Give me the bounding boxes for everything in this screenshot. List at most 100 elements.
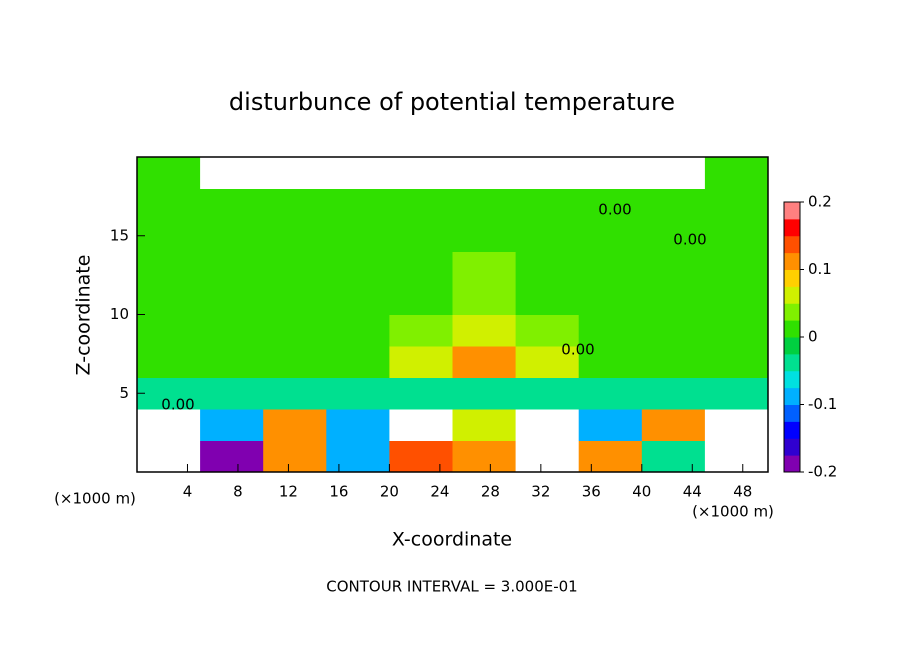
cell bbox=[200, 346, 264, 378]
x-tick-label: 36 bbox=[582, 483, 601, 501]
cell bbox=[515, 157, 580, 189]
cell bbox=[137, 440, 201, 473]
cell bbox=[704, 251, 769, 284]
x-tick-label: 20 bbox=[380, 483, 399, 501]
cell bbox=[704, 188, 769, 221]
cell bbox=[515, 283, 580, 315]
cell bbox=[389, 188, 453, 221]
cell bbox=[200, 188, 264, 221]
cell bbox=[704, 220, 769, 252]
cell bbox=[641, 157, 706, 189]
cell bbox=[200, 220, 264, 252]
contour-label: 0.00 bbox=[561, 341, 594, 359]
cell bbox=[137, 346, 201, 378]
cell bbox=[578, 283, 643, 315]
cell bbox=[263, 409, 327, 441]
cell bbox=[704, 409, 769, 441]
cell bbox=[389, 220, 453, 252]
cell bbox=[515, 377, 580, 410]
cell bbox=[137, 220, 201, 252]
cell bbox=[578, 314, 643, 347]
cell bbox=[452, 188, 517, 221]
colorbar-tick-label: 0 bbox=[808, 328, 818, 346]
cell bbox=[389, 377, 453, 410]
cell bbox=[263, 188, 327, 221]
x-axis-label: X-coordinate bbox=[392, 529, 512, 551]
cell bbox=[578, 157, 643, 189]
x-unit: (×1000 m) bbox=[54, 490, 136, 508]
cell bbox=[200, 251, 264, 284]
cell bbox=[200, 440, 264, 473]
contour-label: 0.00 bbox=[598, 201, 631, 219]
cell bbox=[137, 409, 201, 441]
x-tick-label: 12 bbox=[279, 483, 298, 501]
cell bbox=[137, 157, 201, 189]
colorbar-swatch bbox=[784, 337, 800, 355]
cell bbox=[578, 251, 643, 284]
colorbar-swatch bbox=[784, 387, 800, 405]
colorbar-swatch bbox=[784, 438, 800, 456]
x-tick-label: 44 bbox=[683, 483, 702, 501]
x-tick-label: 32 bbox=[531, 483, 550, 501]
cell bbox=[452, 409, 517, 441]
cell bbox=[200, 157, 264, 189]
cell bbox=[326, 314, 390, 347]
cell bbox=[578, 440, 643, 473]
cell bbox=[515, 409, 580, 441]
x-tick-label: 40 bbox=[632, 483, 651, 501]
cell bbox=[263, 440, 327, 473]
y-axis-label: Z-coordinate bbox=[73, 255, 95, 376]
cell bbox=[641, 377, 706, 410]
cell bbox=[263, 157, 327, 189]
contour-label: 0.00 bbox=[161, 396, 194, 414]
colorbar-swatch bbox=[784, 202, 800, 220]
y-tick-label: 5 bbox=[119, 384, 129, 402]
cell bbox=[200, 314, 264, 347]
colorbar-swatch bbox=[784, 404, 800, 422]
cell bbox=[641, 314, 706, 347]
cell bbox=[578, 188, 643, 221]
cell bbox=[137, 377, 201, 410]
cell bbox=[515, 220, 580, 252]
colorbar-swatch bbox=[784, 269, 800, 287]
cell bbox=[389, 157, 453, 189]
colorbar-swatch bbox=[784, 252, 800, 270]
cell bbox=[452, 377, 517, 410]
cell bbox=[326, 377, 390, 410]
colorbar-swatch bbox=[784, 303, 800, 321]
cell bbox=[704, 314, 769, 347]
cell bbox=[263, 220, 327, 252]
colorbar-tick-label: 0.2 bbox=[808, 193, 832, 211]
x-unit: (×1000 m) bbox=[692, 503, 774, 521]
colorbar-swatch bbox=[784, 421, 800, 439]
cell bbox=[641, 220, 706, 252]
contour-label: 0.00 bbox=[673, 231, 706, 249]
x-tick-label: 48 bbox=[733, 483, 752, 501]
cell bbox=[263, 251, 327, 284]
cell bbox=[389, 409, 453, 441]
cell bbox=[137, 283, 201, 315]
cell bbox=[515, 314, 580, 347]
colorbar-tick-label: -0.1 bbox=[808, 395, 837, 413]
cell bbox=[578, 220, 643, 252]
cell bbox=[641, 409, 706, 441]
cell bbox=[389, 283, 453, 315]
cell bbox=[452, 283, 517, 315]
cell bbox=[704, 440, 769, 473]
note: CONTOUR INTERVAL = 3.000E-01 bbox=[326, 578, 577, 596]
cell bbox=[578, 346, 643, 378]
colorbar-swatch bbox=[784, 286, 800, 304]
chart-title: disturbunce of potential temperature bbox=[229, 88, 675, 116]
cell bbox=[326, 440, 390, 473]
x-tick-label: 28 bbox=[481, 483, 500, 501]
cell bbox=[200, 377, 264, 410]
cell bbox=[641, 346, 706, 378]
cell bbox=[263, 314, 327, 347]
cell bbox=[326, 251, 390, 284]
cell bbox=[578, 377, 643, 410]
cell bbox=[452, 220, 517, 252]
colorbar-swatch bbox=[784, 353, 800, 372]
cell bbox=[641, 283, 706, 315]
cell bbox=[326, 188, 390, 221]
